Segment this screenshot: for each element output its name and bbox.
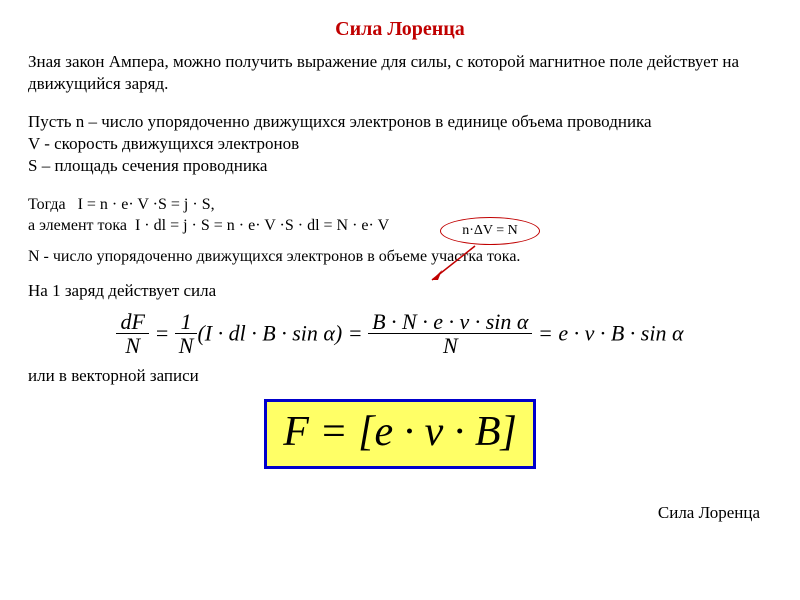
definitions-block: Пусть n – число упорядоченно движущихся … — [0, 111, 800, 177]
def-v: V - скорость движущихся электронов — [28, 134, 299, 153]
lorentz-force-formula: F = [e · v · B] — [283, 409, 517, 455]
derivation-equation: dFN = 1N(I · dl · B · sin α) = B · N · e… — [0, 310, 800, 357]
force-per-charge-label: На 1 заряд действует сила — [0, 280, 800, 302]
lorentz-force-label: Сила Лоренца — [658, 503, 760, 523]
eq-line-2: а элемент тока I · dl = j · S = n · e· V… — [28, 217, 389, 234]
intro-paragraph: Зная закон Ампера, можно получить выраже… — [0, 51, 800, 95]
lorentz-force-formula-box: F = [e · v · B] — [264, 399, 536, 469]
n-definition: N - число упорядоченно движущихся электр… — [0, 247, 800, 268]
def-n: Пусть n – число упорядоченно движущихся … — [28, 112, 652, 131]
eq-line-1: Тогда I = n · e· V ·S = j · S, — [28, 196, 215, 213]
page-title: Сила Лоренца — [0, 0, 800, 41]
vector-notation-label: или в векторной записи — [0, 365, 800, 387]
def-s: S – площадь сечения проводника — [28, 156, 267, 175]
arrow-icon — [420, 240, 500, 290]
current-equations: Тогда I = n · e· V ·S = j · S, а элемент… — [0, 195, 800, 237]
